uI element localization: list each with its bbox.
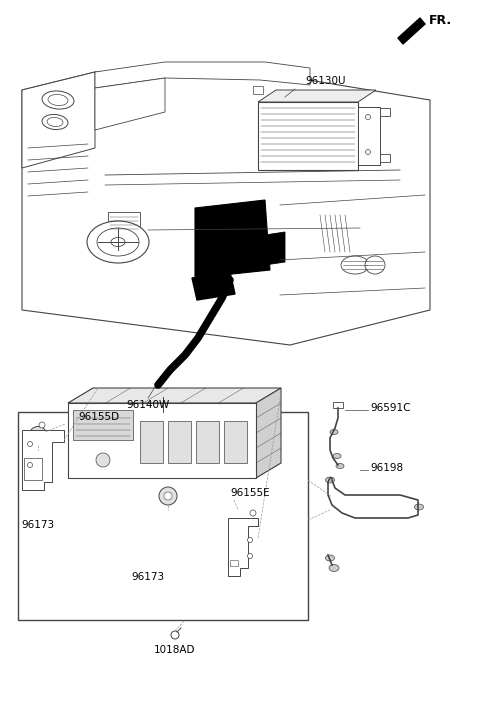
Ellipse shape (330, 429, 338, 435)
Circle shape (171, 631, 179, 639)
Ellipse shape (97, 228, 139, 256)
Ellipse shape (341, 256, 369, 274)
Ellipse shape (87, 221, 149, 263)
Ellipse shape (47, 117, 63, 127)
Text: 96155E: 96155E (230, 488, 270, 498)
Text: 1018AD: 1018AD (154, 645, 196, 655)
Bar (18, 412, 308, 620)
Bar (73, 410, 133, 440)
Polygon shape (258, 90, 376, 102)
Text: 96198: 96198 (370, 463, 403, 473)
Ellipse shape (325, 477, 335, 483)
Polygon shape (192, 272, 235, 300)
Bar (224, 421, 247, 463)
Ellipse shape (333, 453, 341, 459)
Circle shape (34, 431, 42, 440)
Polygon shape (22, 72, 95, 168)
Ellipse shape (42, 91, 74, 109)
Circle shape (250, 510, 256, 516)
Polygon shape (95, 62, 310, 88)
Circle shape (248, 554, 252, 559)
Polygon shape (256, 388, 281, 478)
Bar (196, 421, 219, 463)
Polygon shape (265, 232, 285, 265)
Polygon shape (22, 72, 430, 345)
Circle shape (164, 492, 172, 500)
Bar (68, 403, 256, 478)
Circle shape (96, 453, 110, 467)
Text: 96173: 96173 (22, 520, 55, 530)
Bar (380, 154, 390, 162)
Ellipse shape (365, 256, 385, 274)
Circle shape (159, 487, 177, 505)
Text: FR.: FR. (429, 14, 452, 27)
Polygon shape (68, 388, 281, 403)
Circle shape (27, 462, 33, 467)
Bar (358, 107, 380, 165)
Bar (108, 212, 140, 234)
Circle shape (365, 115, 371, 119)
Bar (380, 108, 390, 116)
Bar (168, 421, 191, 463)
Polygon shape (22, 430, 64, 490)
Bar (24, 458, 42, 480)
Bar (253, 86, 263, 94)
Bar (230, 560, 238, 566)
Polygon shape (195, 200, 270, 278)
Text: 96591C: 96591C (370, 403, 410, 413)
Circle shape (39, 422, 45, 428)
Circle shape (27, 441, 33, 447)
Bar (140, 421, 163, 463)
Text: 96173: 96173 (132, 572, 165, 582)
Text: 96140W: 96140W (126, 400, 169, 410)
Polygon shape (228, 518, 258, 576)
Ellipse shape (325, 555, 335, 561)
Bar (333, 402, 343, 408)
Circle shape (29, 426, 47, 445)
Ellipse shape (48, 95, 68, 105)
Ellipse shape (111, 238, 125, 247)
Text: 96155D: 96155D (78, 412, 119, 422)
Ellipse shape (42, 115, 68, 129)
Ellipse shape (415, 504, 423, 510)
Circle shape (248, 537, 252, 542)
Polygon shape (398, 18, 425, 44)
Text: 96130U: 96130U (305, 76, 346, 86)
Ellipse shape (329, 564, 339, 571)
Ellipse shape (336, 464, 344, 469)
Polygon shape (95, 78, 165, 130)
Circle shape (365, 149, 371, 155)
Bar (258, 102, 358, 170)
